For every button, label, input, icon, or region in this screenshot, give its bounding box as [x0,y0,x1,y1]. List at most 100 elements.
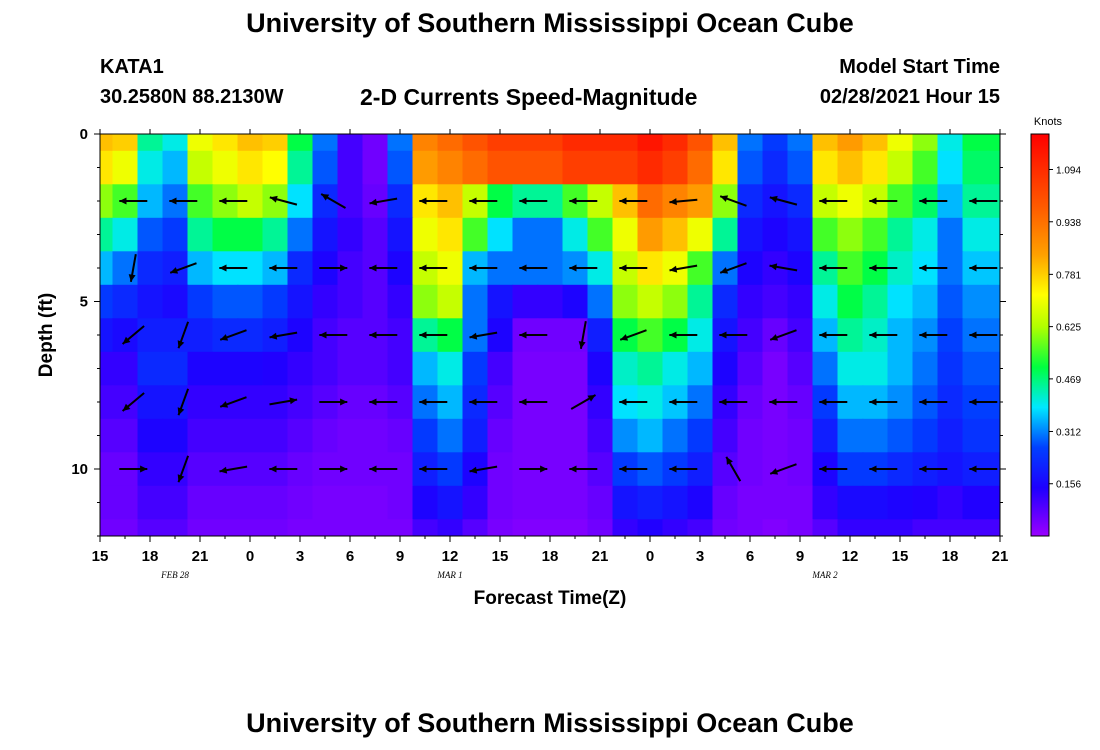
heat-cell [112,318,139,353]
heat-cell [437,418,464,454]
arrow-head [819,465,827,473]
heat-cell [162,318,189,353]
heat-cell [112,519,139,536]
arrow-head [321,194,330,201]
heat-cell [262,519,289,536]
current-arrow [177,455,190,483]
heat-cell [687,418,714,454]
heat-cell [187,418,214,454]
heat-cell [637,519,664,536]
heat-cell [100,351,114,387]
heat-cell [862,134,889,152]
arrow-head [770,468,779,475]
current-arrow [319,331,348,339]
heat-cell [787,284,814,320]
heat-cell [662,284,689,320]
y-tick-label: 5 [80,294,88,311]
page-title: University of Southern Mississippi Ocean… [246,8,854,38]
station-id: KATA1 [100,56,164,78]
heat-cell [862,351,889,387]
y-axis-title: Depth (ft) [36,293,57,377]
heat-cell [362,217,389,253]
heat-cell [812,418,839,454]
heat-cell [937,418,964,454]
heat-cell [237,418,264,454]
x-tick-label: 9 [796,548,804,565]
heat-cell [962,284,989,320]
x-tick-label: 12 [442,548,459,565]
heat-cell [487,217,514,253]
heat-cell [737,251,764,286]
current-arrow [219,465,248,474]
arrow-head [519,331,527,339]
heat-cell [462,217,489,253]
current-arrow [320,193,346,209]
heat-cell [387,519,414,536]
heat-cell [737,485,764,521]
heat-cell [762,134,789,152]
heat-cell [162,134,189,152]
arrow-head [340,398,348,406]
heat-cell [787,150,814,186]
heat-cell [237,150,264,186]
heat-cell [387,485,414,521]
heat-cell [612,351,639,387]
heat-cell [712,150,739,186]
heat-cell [812,519,839,536]
colorbar-tick-label: 0.781 [1056,270,1081,281]
heat-cell [687,217,714,253]
current-arrow [469,465,498,474]
model-start-value: 02/28/2021 Hour 15 [819,86,1000,108]
current-arrow [869,197,898,205]
heat-cell [762,485,789,521]
heat-cell [562,217,589,253]
arrow-head [469,398,477,406]
heat-cell [862,485,889,521]
heat-cell [412,418,439,454]
arrow-head [969,331,977,339]
arrow-head [369,331,377,339]
heat-cell [662,351,689,387]
heat-cell [287,519,314,536]
heat-cell [737,184,764,219]
x-axis-title: Forecast Time(Z) [474,588,627,609]
heat-cell [337,217,364,253]
current-arrow [669,264,698,273]
current-arrow [369,465,398,473]
current-arrow [819,197,848,205]
heat-cell [112,485,139,521]
heat-cell [787,134,814,152]
heat-cell [337,150,364,186]
heat-cell [562,519,589,536]
heat-cell [537,485,564,521]
heat-cell [637,150,664,186]
current-arrow [169,262,197,274]
current-arrow [969,197,998,205]
heat-cell [712,351,739,387]
heat-cell [837,418,864,454]
heat-cell [962,418,989,454]
heat-cell [287,150,314,186]
current-arrow [121,325,145,345]
heat-cell [337,351,364,387]
current-arrow [769,195,798,206]
heat-cell [987,217,1000,253]
current-arrow [128,254,137,282]
current-arrow [969,398,998,406]
heat-cell [262,351,289,387]
current-arrow [869,465,898,473]
heat-cell [412,150,439,186]
heat-cell [987,519,1000,536]
arrow-head [269,465,277,473]
heat-cell [737,134,764,152]
heat-cell [662,519,689,536]
heat-cell [262,418,289,454]
heat-cell [412,284,439,320]
current-arrow [419,264,448,272]
heat-cell [512,134,539,152]
arrow-head [669,265,678,273]
current-arrow [369,197,398,206]
current-arrow [719,195,747,207]
heat-cell [287,284,314,320]
heat-cell [287,184,314,219]
